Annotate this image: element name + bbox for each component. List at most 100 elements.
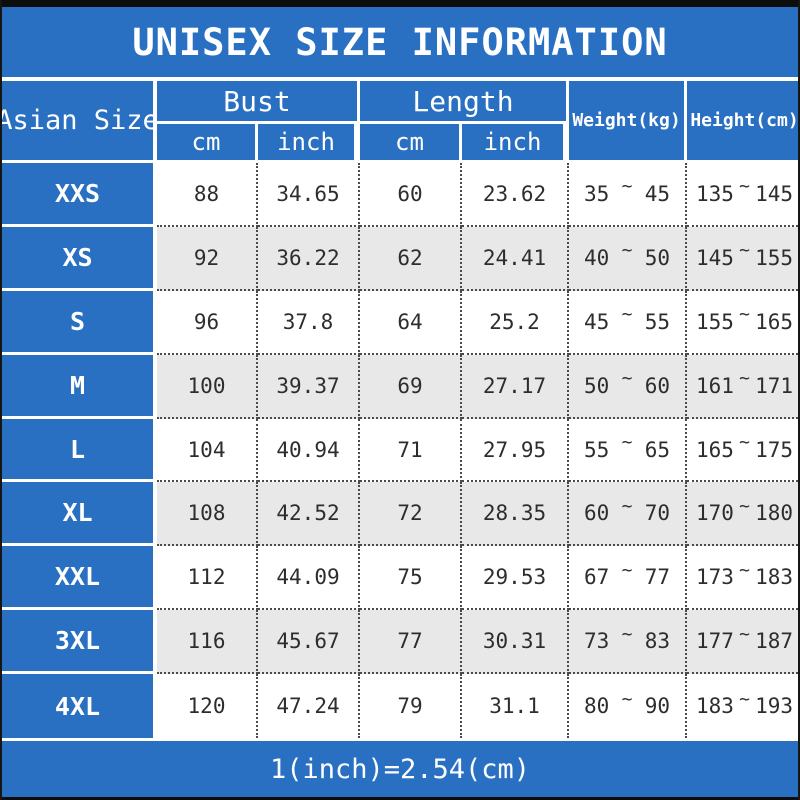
weight-range-cell: 60 ~70 (569, 482, 687, 547)
length-inch-cell: 31.1 (462, 674, 569, 739)
header-length-subrow: cm inch (360, 124, 569, 160)
header-height: Height(cm) (687, 81, 798, 160)
bust-cm-cell: 120 (157, 674, 258, 739)
tilde-separator: ~ (739, 688, 750, 710)
height-range-cell: 135 ~145 (687, 163, 798, 227)
tilde-separator: ~ (739, 495, 750, 517)
weight-range-cell: 55 ~65 (569, 418, 687, 483)
weight-max: 65 (644, 437, 670, 462)
length-cm-cell: 69 (360, 354, 462, 419)
weight-min: 60 (584, 501, 610, 526)
size-label-cell: S (2, 290, 157, 355)
length-cm-cell: 77 (360, 610, 462, 675)
header-group-bust: Bust cm inch (157, 81, 360, 160)
size-label-cell: XXS (2, 163, 157, 227)
weight-max: 45 (644, 181, 670, 206)
table-row-xxs: XXS 88 34.65 60 23.62 35 ~45 135 ~145 (2, 163, 798, 227)
table-row-xs: XS 92 36.22 62 24.41 40 ~50 145 ~155 (2, 226, 798, 291)
length-inch-cell: 27.17 (462, 354, 569, 419)
weight-range-cell: 50 ~60 (569, 354, 687, 419)
conversion-note: 1(inch)=2.54(cm) (269, 753, 531, 785)
size-label-cell: 3XL (2, 610, 157, 675)
weight-min: 50 (584, 373, 610, 398)
tilde-separator: ~ (621, 368, 633, 390)
bust-cm-cell: 88 (157, 163, 258, 227)
height-range-cell: 177 ~187 (687, 610, 798, 675)
tilde-separator: ~ (739, 623, 750, 645)
table-row-s: S 96 37.8 64 25.2 45 ~55 155 ~165 (2, 290, 798, 355)
height-max: 175 (755, 437, 793, 462)
weight-range-cell: 35 ~45 (569, 163, 687, 227)
length-inch-cell: 28.35 (462, 482, 569, 547)
length-inch-cell: 27.95 (462, 418, 569, 483)
weight-max: 70 (644, 501, 670, 526)
bust-inch-cell: 45.67 (258, 610, 360, 675)
weight-min: 35 (584, 181, 610, 206)
bottom-border-bar (2, 797, 798, 800)
length-inch-cell: 25.2 (462, 290, 569, 355)
bust-cm-cell: 116 (157, 610, 258, 675)
table-row-4xl: 4XL 120 47.24 79 31.1 80 ~90 183 ~193 (2, 674, 798, 739)
bust-inch-cell: 42.52 (258, 482, 360, 547)
length-cm-cell: 60 (360, 163, 462, 227)
size-label-cell: XL (2, 482, 157, 547)
weight-max: 60 (644, 373, 670, 398)
length-cm-cell: 64 (360, 290, 462, 355)
weight-max: 77 (644, 565, 670, 590)
footer-banner: 1(inch)=2.54(cm) (2, 741, 798, 797)
header-group-length: Length cm inch (360, 81, 569, 160)
bust-inch-cell: 34.65 (258, 163, 360, 227)
height-range-cell: 165 ~175 (687, 418, 798, 483)
length-cm-cell: 75 (360, 546, 462, 611)
weight-range-cell: 73 ~83 (569, 610, 687, 675)
tilde-separator: ~ (621, 432, 633, 453)
weight-max: 55 (644, 309, 670, 334)
tilde-separator: ~ (621, 623, 633, 645)
bust-cm-cell: 108 (157, 482, 258, 547)
height-max: 187 (755, 629, 793, 654)
header-weight: Weight(kg) (569, 81, 687, 160)
bust-inch-cell: 39.37 (258, 354, 360, 419)
bust-cm-cell: 100 (157, 354, 258, 419)
tilde-separator: ~ (739, 368, 750, 390)
table-row-m: M 100 39.37 69 27.17 50 ~60 161 ~171 (2, 354, 798, 419)
tilde-separator: ~ (621, 495, 633, 517)
weight-range-cell: 67 ~77 (569, 546, 687, 611)
length-cm-cell: 62 (360, 226, 462, 291)
bust-inch-cell: 47.24 (258, 674, 360, 739)
height-range-cell: 161 ~171 (687, 354, 798, 419)
tilde-separator: ~ (739, 432, 750, 453)
page-title: UNISEX SIZE INFORMATION (132, 20, 668, 64)
tilde-separator: ~ (621, 176, 633, 198)
height-min: 161 (696, 373, 734, 398)
table-header: Asian Size Bust cm inch Length cm inch W… (2, 81, 798, 160)
weight-min: 73 (584, 629, 610, 654)
height-min: 183 (696, 694, 734, 719)
weight-max: 90 (644, 694, 670, 719)
bust-inch-cell: 40.94 (258, 418, 360, 483)
bust-cm-cell: 104 (157, 418, 258, 483)
height-min: 170 (696, 501, 734, 526)
size-label-cell: 4XL (2, 674, 157, 739)
height-range-cell: 173 ~183 (687, 546, 798, 611)
length-cm-cell: 71 (360, 418, 462, 483)
height-min: 155 (696, 309, 734, 334)
tilde-separator: ~ (739, 304, 750, 326)
bust-inch-cell: 44.09 (258, 546, 360, 611)
height-max: 171 (755, 373, 793, 398)
height-min: 177 (696, 629, 734, 654)
header-bust-inch: inch (258, 124, 357, 160)
height-range-cell: 145 ~155 (687, 226, 798, 291)
height-range-cell: 155 ~165 (687, 290, 798, 355)
table-row-xl: XL 108 42.52 72 28.35 60 ~70 170 ~180 (2, 482, 798, 547)
top-border-bar (2, 0, 798, 7)
header-bust-label: Bust (157, 81, 360, 124)
weight-min: 45 (584, 309, 610, 334)
weight-min: 40 (584, 245, 610, 270)
weight-min: 80 (584, 694, 610, 719)
length-inch-cell: 24.41 (462, 226, 569, 291)
header-bust-cm: cm (157, 124, 258, 160)
height-min: 165 (696, 437, 734, 462)
height-min: 135 (696, 181, 734, 206)
tilde-separator: ~ (739, 176, 750, 198)
